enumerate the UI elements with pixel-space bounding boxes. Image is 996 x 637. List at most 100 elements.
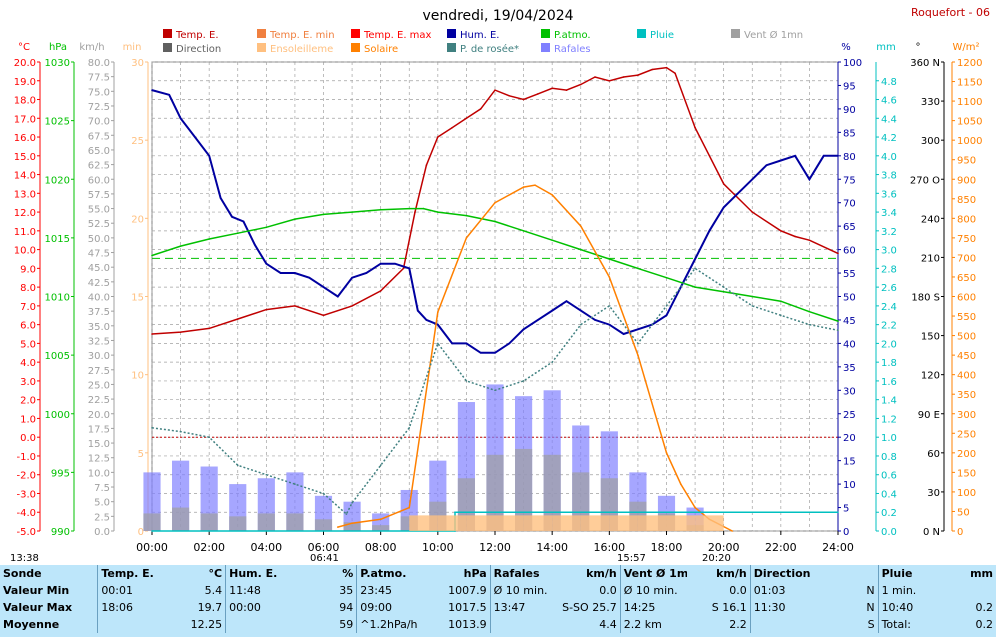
marker-sunrise: 06:41 xyxy=(310,553,339,564)
series-hum-e-point xyxy=(579,309,582,312)
hum-axis-tick-label: 0 xyxy=(843,527,849,538)
series-p-atmo-point xyxy=(151,254,153,257)
solar-axis-tick-label: 800 xyxy=(957,214,976,225)
hum-axis-tick-label: 75 xyxy=(843,175,856,186)
solar-axis-tick-label: 450 xyxy=(957,351,976,362)
series-p-atmo-point xyxy=(236,232,239,234)
series-ensoleilleme-bar xyxy=(523,515,553,531)
time-markers: 13:38 06:41 15:57 20:20 xyxy=(10,553,731,564)
series-hum-e-point xyxy=(637,328,639,331)
rain-axis-tick-label: 4.2 xyxy=(881,133,897,144)
sun-axis-tick-label: 10 xyxy=(131,371,144,382)
x-tick-label: 18:00 xyxy=(651,541,683,554)
series-solaire-point xyxy=(608,276,611,278)
series-temp-e-point xyxy=(494,89,496,91)
series-p-atmo-point xyxy=(722,291,725,293)
temp-axis-tick-label: 8.0 xyxy=(20,283,36,294)
sun-axis-tick-label: 0 xyxy=(138,527,144,538)
series-temp-e-point xyxy=(414,211,416,213)
series-temp-e-point xyxy=(451,126,453,129)
series-temp-e-point xyxy=(665,66,668,69)
series-p-de-ros-e-point xyxy=(465,380,468,382)
temp-axis-tick-label: 15.0 xyxy=(14,152,36,163)
summary-header-cell: Rafales xyxy=(489,565,557,582)
wind-axis-tick-label: 0.0 xyxy=(94,527,110,538)
solar-axis-tick-label: 600 xyxy=(957,293,976,304)
cell: 19.7 xyxy=(197,601,223,614)
wind-axis-tick-label: 75.0 xyxy=(88,87,110,98)
summary-header-cell: Vent Ø 1mn xyxy=(619,565,687,582)
series-p-atmo-point xyxy=(294,218,296,220)
dir-axis-tick-label: 180 S xyxy=(911,293,940,304)
wind-axis-tick-label: 77.5 xyxy=(88,73,110,84)
cell: ^1.2hPa/h xyxy=(356,616,426,633)
legend-label: P. de rosée* xyxy=(460,43,519,55)
series-p-de-ros-e-point xyxy=(265,473,268,476)
temp-axis-tick-label: -4.0 xyxy=(16,508,36,519)
rain-axis-tick-label: 0.2 xyxy=(881,508,897,519)
rain-axis-tick-label: 1.2 xyxy=(881,414,897,425)
series-temp-e-point xyxy=(465,117,468,120)
press-axis-tick-label: 1025 xyxy=(45,117,70,128)
dir-axis-tick-label: 240 xyxy=(921,214,940,225)
summary-header-cell: Direction xyxy=(749,565,817,582)
row-label: Valeur Min xyxy=(3,584,70,597)
solar-axis-tick-label: 50 xyxy=(957,507,970,518)
legend-swatch xyxy=(257,29,266,38)
series-temp-e-point xyxy=(294,305,296,307)
legend-label: Direction xyxy=(176,44,221,55)
series-temp-e-point xyxy=(236,318,239,320)
hum-axis-tick-label: 20 xyxy=(843,433,856,444)
series-solaire-point xyxy=(694,506,696,509)
cell xyxy=(749,616,817,633)
cell xyxy=(97,616,159,633)
sun-unit: min xyxy=(123,42,142,53)
dir-axis-tick-label: 60 xyxy=(927,449,940,460)
legend-label: P.atmo. xyxy=(554,30,591,41)
series-temp-e-point xyxy=(425,164,428,166)
series-p-atmo-line xyxy=(151,207,839,322)
cell: 2.2 xyxy=(729,618,747,631)
summary-header-cell: km/h xyxy=(586,567,617,580)
x-tick-label: 00:00 xyxy=(136,541,168,554)
legend-label: Rafales xyxy=(554,44,591,55)
solar-axis-tick-label: 950 xyxy=(957,156,976,167)
dir-axis-tick-label: 360 N xyxy=(910,58,940,69)
press-axis-tick-label: 995 xyxy=(51,468,70,479)
series-temp-e-point xyxy=(651,68,654,71)
series-p-de-ros-e-point xyxy=(751,305,754,307)
series-p-atmo-point xyxy=(437,211,439,213)
legend-swatch xyxy=(447,43,456,52)
series-ensoleilleme-bar xyxy=(495,515,524,531)
series-p-de-ros-e-point xyxy=(579,323,582,326)
marker-solar-max: 15:57 xyxy=(617,553,646,564)
series-solaire-point xyxy=(679,483,682,485)
series-hum-e-point xyxy=(708,230,711,232)
series-pluie-point xyxy=(837,511,839,514)
series-temp-e-point xyxy=(808,239,811,242)
wind-axis-tick-label: 15.0 xyxy=(88,439,110,450)
series-temp-e-point xyxy=(594,76,596,78)
series-p-de-ros-e-line xyxy=(151,267,839,516)
series-p-atmo-point xyxy=(208,238,210,240)
cell: 0.0 xyxy=(599,584,617,597)
x-tick-label: 04:00 xyxy=(250,541,282,554)
dir-axis-tick-label: 30 xyxy=(927,488,940,499)
wind-axis-tick-label: 22.5 xyxy=(88,395,110,406)
legend: Temp. E. Temp. E. min Temp. E. max Hum. E. P… xyxy=(163,29,803,55)
wind-axis-tick-label: 7.5 xyxy=(94,483,110,494)
series-p-atmo-point xyxy=(422,207,425,210)
row-label: Moyenne xyxy=(3,618,60,631)
wind-axis-tick-label: 67.5 xyxy=(88,131,110,142)
summary-header-cell: Pluie xyxy=(877,565,945,582)
wind-axis-tick-label: 45.0 xyxy=(88,263,110,274)
rain-axis-tick-label: 0.4 xyxy=(881,489,897,500)
series-p-de-ros-e-point xyxy=(808,323,811,326)
series-solaire-point xyxy=(579,225,582,227)
series-temp-e-point xyxy=(179,331,182,333)
x-tick-label: 22:00 xyxy=(765,541,797,554)
series-hum-e-point xyxy=(151,89,153,91)
series-hum-e-point xyxy=(425,319,428,321)
series-hum-e-point xyxy=(665,314,668,317)
chart-title: vendredi, 19/04/2024 xyxy=(422,8,573,24)
